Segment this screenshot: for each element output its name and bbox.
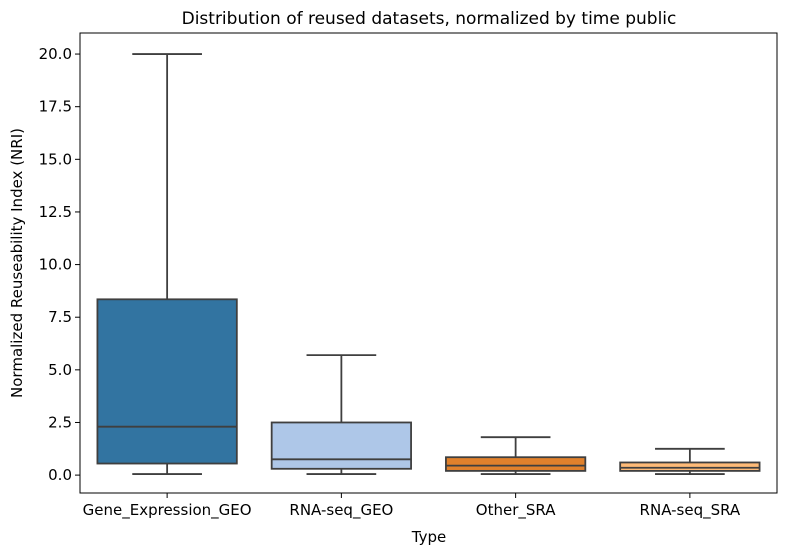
box-Other_SRA — [445, 436, 587, 475]
x-axis-label: Type — [411, 528, 446, 546]
x-tick-label: Gene_Expression_GEO — [83, 501, 252, 520]
box-RNA-seq_SRA — [619, 447, 761, 475]
plot-area — [79, 32, 778, 494]
y-tick-label: 7.5 — [48, 308, 72, 326]
y-tick-label: 12.5 — [39, 203, 72, 221]
box-iqr — [96, 298, 238, 465]
chart-title: Distribution of reused datasets, normali… — [182, 9, 677, 29]
y-tick-label: 2.5 — [48, 413, 72, 431]
y-axis-label: Normalized Reuseability Index (NRI) — [8, 128, 26, 398]
y-tick-label: 10.0 — [39, 256, 72, 274]
y-tick-label: 5.0 — [48, 361, 72, 379]
y-axis: 0.0 2.5 5.0 7.5 10.0 12.5 15.0 17.5 20.0 — [39, 45, 80, 484]
y-tick-label: 0.0 — [48, 466, 72, 484]
box-RNA-seq_GEO — [270, 354, 412, 475]
box-iqr — [270, 421, 412, 470]
y-tick-label: 17.5 — [39, 98, 72, 116]
y-tick-label: 15.0 — [39, 150, 72, 168]
y-tick-label: 20.0 — [39, 45, 72, 63]
x-tick-label: Other_SRA — [476, 501, 556, 520]
x-axis: Gene_Expression_GEO RNA-seq_GEO Other_SRA R… — [83, 493, 741, 520]
x-tick-label: RNA-seq_SRA — [640, 501, 741, 520]
boxes — [96, 53, 761, 475]
box-Gene_Expression_GEO — [96, 53, 238, 475]
box-iqr — [445, 456, 587, 472]
x-tick-label: RNA-seq_GEO — [289, 501, 393, 520]
box-iqr — [619, 461, 761, 472]
